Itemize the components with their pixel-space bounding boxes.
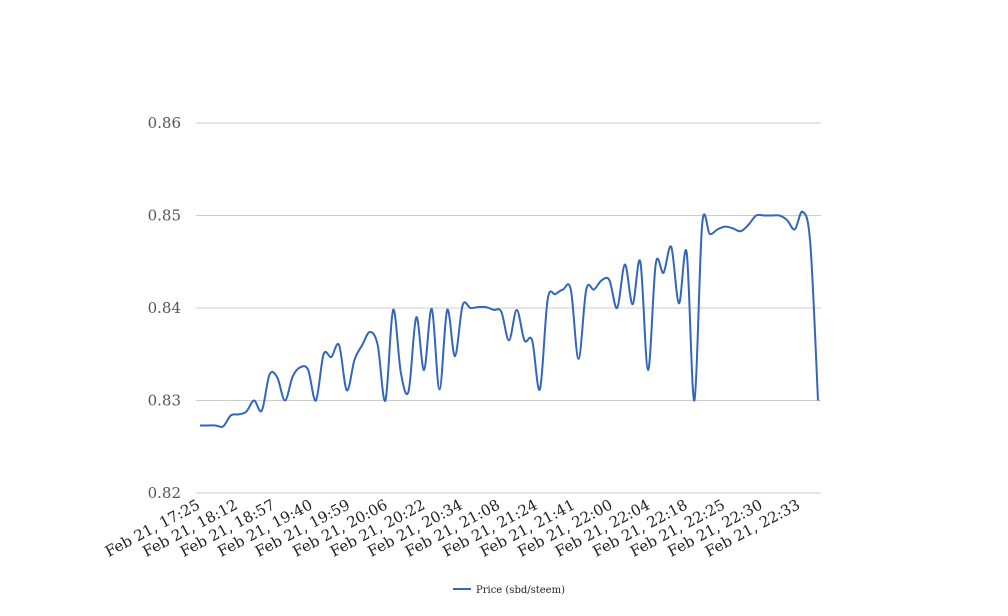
y-tick-label: 0.85 — [148, 207, 181, 225]
y-tick-label: 0.86 — [148, 114, 181, 132]
y-axis-ticks: 0.82 0.83 0.84 0.85 0.86 — [148, 114, 181, 502]
y-tick-label: 0.82 — [148, 484, 181, 502]
legend-label: Price (sbd/steem) — [476, 585, 565, 596]
legend: Price (sbd/steem) — [453, 585, 565, 596]
y-tick-label: 0.83 — [148, 392, 181, 410]
series-layer — [200, 210, 819, 428]
series-line-price — [200, 210, 819, 428]
y-tick-label: 0.84 — [148, 299, 181, 317]
gridlines — [196, 122, 821, 494]
